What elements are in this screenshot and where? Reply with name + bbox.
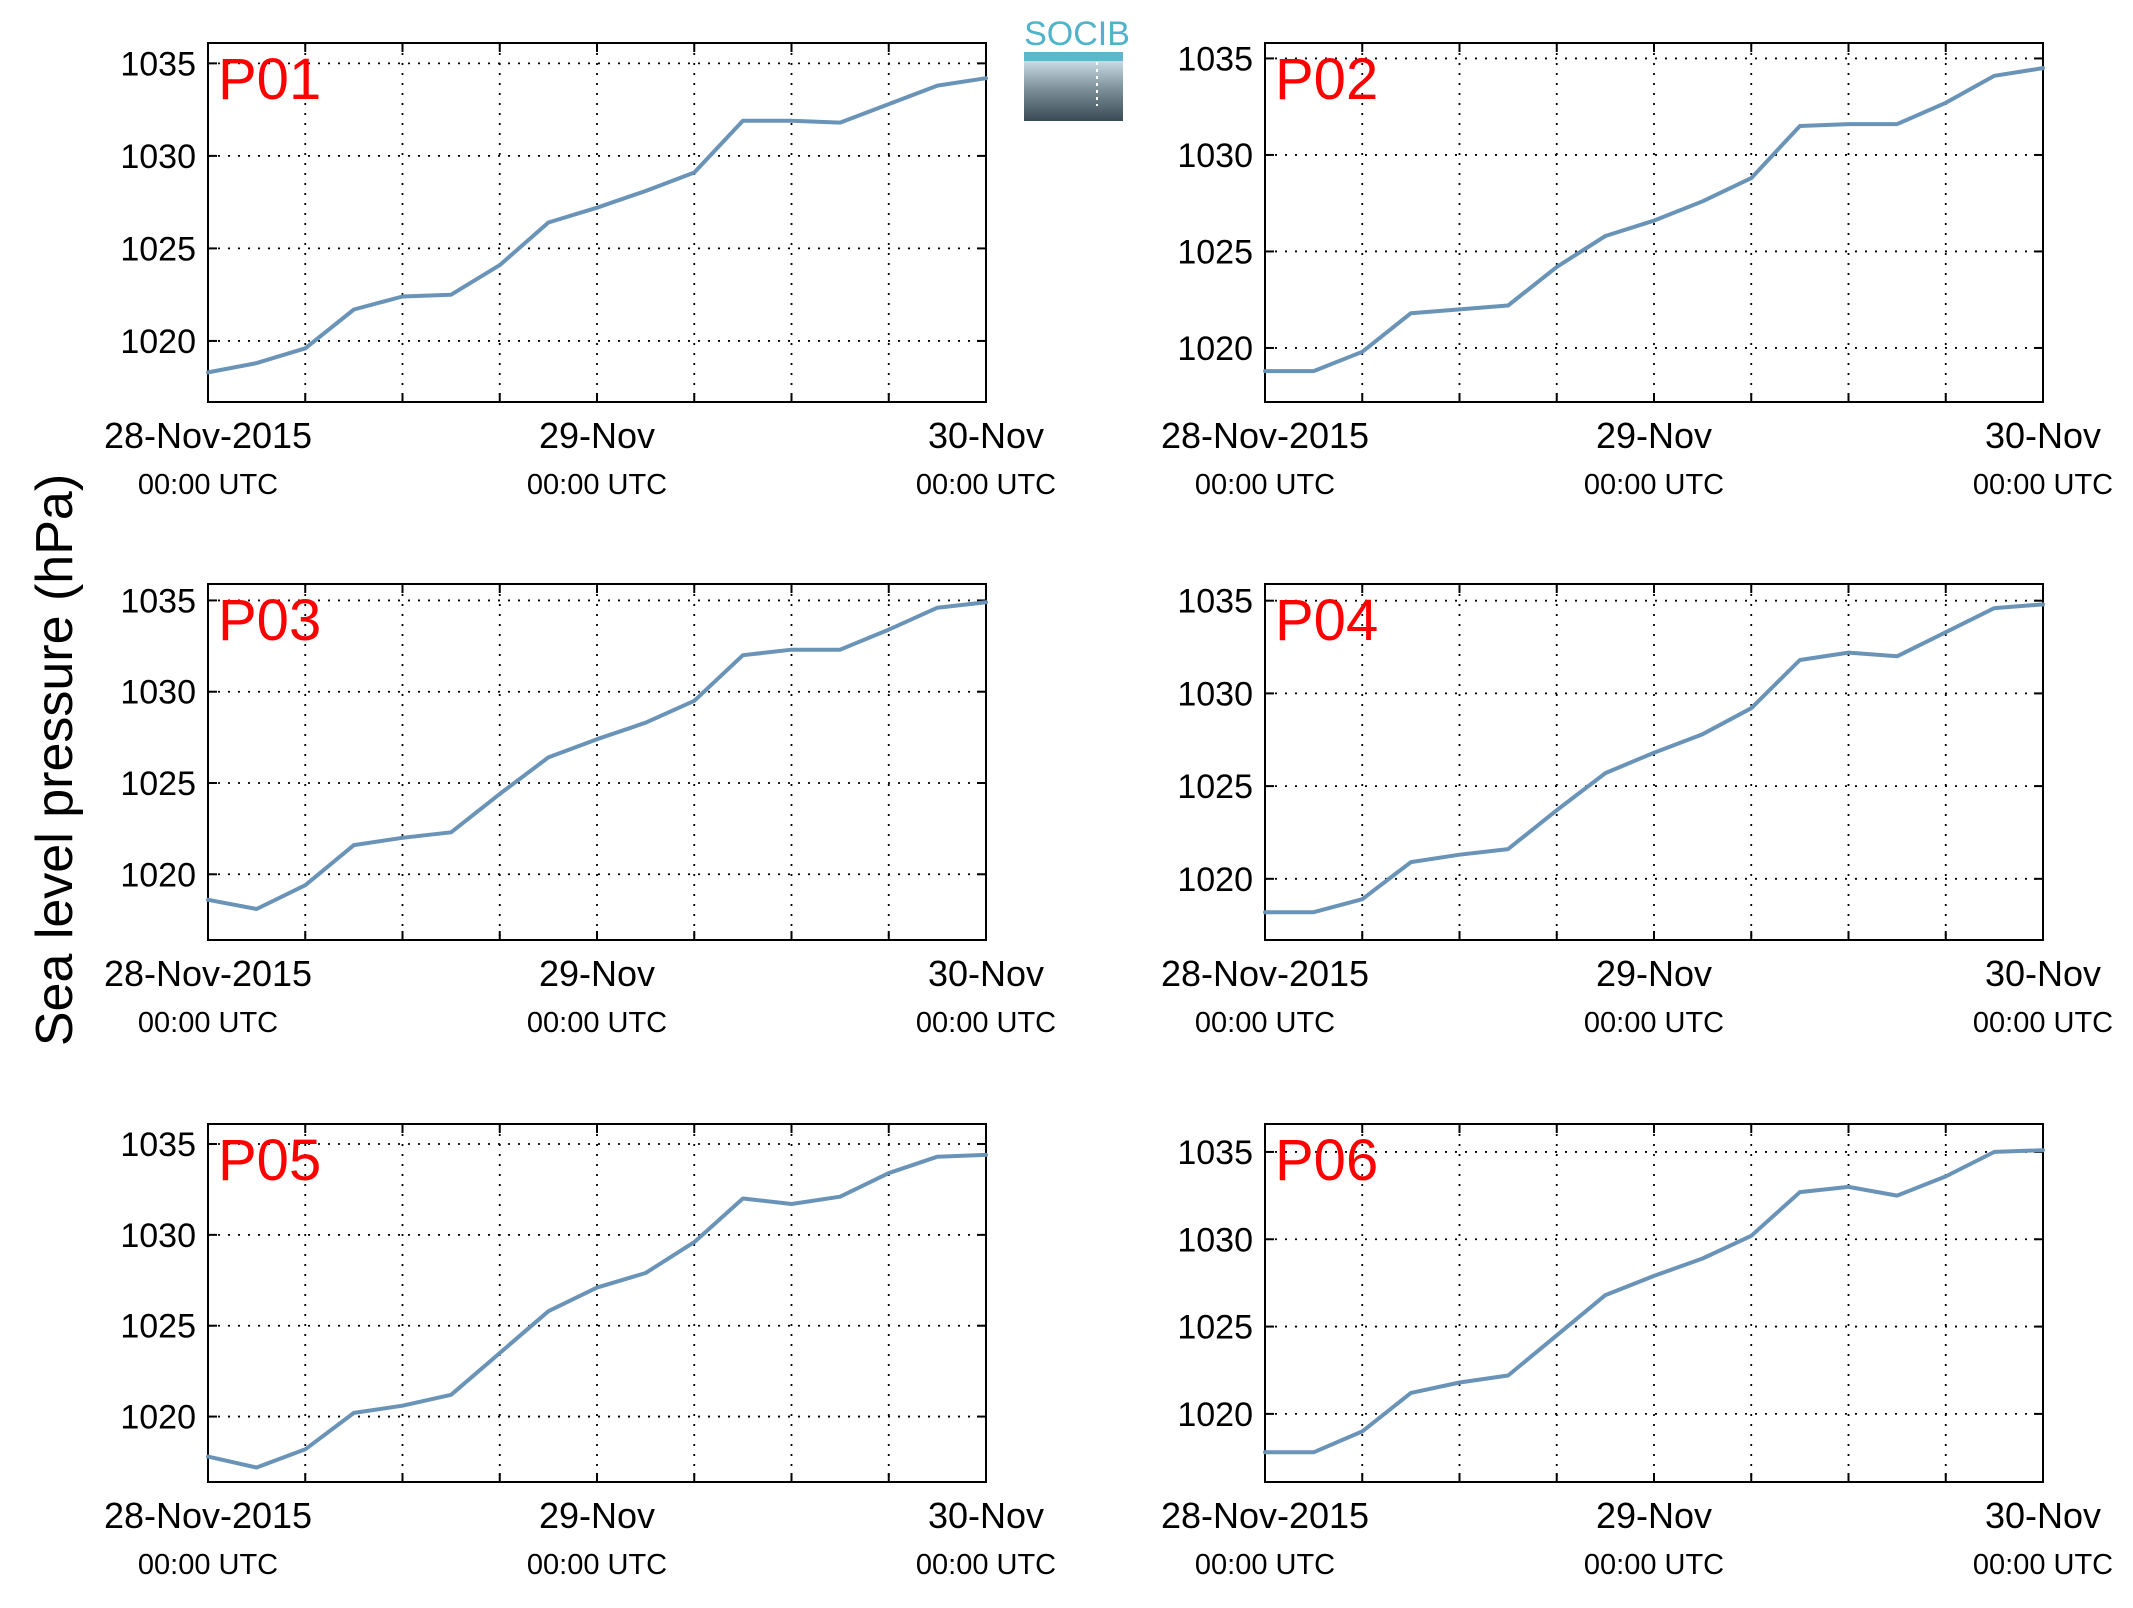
y-tick-label: 1030 [120, 1217, 196, 1255]
x-tick-label-time: 00:00 UTC [1973, 1549, 2113, 1581]
series-line [1263, 66, 2045, 374]
y-axis-label: Sea level pressure (hPa) [26, 474, 84, 1046]
socib-logo-text: SOCIB [1024, 15, 1130, 53]
y-tick-label: 1030 [120, 674, 196, 712]
x-tick-label-time: 00:00 UTC [1973, 469, 2113, 501]
series-line [206, 1152, 988, 1470]
panel-label: P06 [1275, 1128, 1378, 1193]
x-tick-label-date: 28-Nov-2015 [104, 415, 312, 456]
x-tick-label-date: 29-Nov [539, 1495, 655, 1536]
y-tick-label: 1020 [120, 323, 196, 361]
y-tick-label: 1025 [120, 1308, 196, 1346]
panel-p04: 1020 1025 1030 1035 28-Nov-2015 00:00 UTC 29-N… [1161, 583, 2113, 1039]
y-tick-label: 1030 [1177, 1221, 1253, 1259]
panel-label: P04 [1275, 588, 1378, 653]
x-tick-label-date: 29-Nov [1596, 1495, 1712, 1536]
y-tick-label: 1025 [1177, 1309, 1253, 1347]
x-tick-label-time: 00:00 UTC [1584, 1007, 1724, 1039]
x-tick-label-time: 00:00 UTC [527, 469, 667, 501]
panel-p02: 1020 1025 1030 1035 28-Nov-2015 00:00 UTC 29-N… [1161, 40, 2113, 501]
axes-frame [207, 42, 987, 403]
x-tick-label-time: 00:00 UTC [1195, 469, 1335, 501]
y-tick-label: 1035 [1177, 583, 1253, 621]
x-tick-label-date: 30-Nov [928, 1495, 1044, 1536]
x-tick-label-date: 30-Nov [928, 953, 1044, 994]
socib-logo-band [1024, 52, 1123, 61]
panel-p03: 1020 1025 1030 1035 28-Nov-2015 00:00 UTC 29-N… [104, 582, 1056, 1039]
axes-frame [207, 1123, 987, 1483]
panel-label: P03 [218, 588, 321, 653]
y-tick-label: 1020 [120, 1399, 196, 1437]
y-tick-label: 1020 [1177, 861, 1253, 899]
x-tick-label-time: 00:00 UTC [527, 1007, 667, 1039]
y-tick-label: 1020 [1177, 330, 1253, 368]
x-tick-label-date: 29-Nov [539, 415, 655, 456]
x-tick-label-date: 30-Nov [1985, 953, 2101, 994]
x-tick-label-time: 00:00 UTC [916, 1007, 1056, 1039]
x-tick-label-date: 28-Nov-2015 [104, 953, 312, 994]
x-tick-label-time: 00:00 UTC [138, 1007, 278, 1039]
y-tick-label: 1035 [120, 582, 196, 620]
panel-p05: 1020 1025 1030 1035 28-Nov-2015 00:00 UTC 29-N… [104, 1123, 1056, 1581]
series-line [206, 76, 988, 375]
series-line [1263, 602, 2045, 915]
panel-label: P02 [1275, 47, 1378, 112]
x-tick-label-time: 00:00 UTC [1973, 1007, 2113, 1039]
x-tick-label-date: 30-Nov [1985, 415, 2101, 456]
panel-label: P05 [218, 1128, 321, 1193]
x-tick-label-date: 29-Nov [1596, 415, 1712, 456]
x-tick-label-date: 28-Nov-2015 [1161, 415, 1369, 456]
y-tick-label: 1035 [1177, 40, 1253, 78]
y-tick-label: 1030 [1177, 675, 1253, 713]
x-tick-label-time: 00:00 UTC [138, 469, 278, 501]
x-tick-label-time: 00:00 UTC [527, 1549, 667, 1581]
x-tick-label-date: 28-Nov-2015 [1161, 1495, 1369, 1536]
panel-p01: 1020 1025 1030 1035 28-Nov-2015 00:00 UTC 29-N… [104, 42, 1056, 501]
socib-logo: SOCIB [1024, 15, 1130, 121]
x-tick-label-time: 00:00 UTC [916, 469, 1056, 501]
axes-frame [1264, 1123, 2044, 1483]
y-tick-label: 1025 [120, 765, 196, 803]
y-tick-label: 1025 [1177, 768, 1253, 806]
y-tick-label: 1030 [1177, 137, 1253, 175]
panel-p06: 1020 1025 1030 1035 28-Nov-2015 00:00 UTC 29-N… [1161, 1123, 2113, 1581]
x-tick-label-time: 00:00 UTC [1195, 1549, 1335, 1581]
panels: 1020 1025 1030 1035 28-Nov-2015 00:00 UTC 29-N… [104, 40, 2113, 1581]
socib-logo-body [1024, 61, 1123, 121]
x-tick-label-date: 29-Nov [1596, 953, 1712, 994]
x-tick-label-date: 28-Nov-2015 [1161, 953, 1369, 994]
x-tick-label-time: 00:00 UTC [1584, 1549, 1724, 1581]
x-tick-label-time: 00:00 UTC [1584, 469, 1724, 501]
y-tick-label: 1035 [120, 1126, 196, 1164]
x-tick-label-date: 30-Nov [928, 415, 1044, 456]
y-tick-label: 1020 [120, 856, 196, 894]
x-tick-label-time: 00:00 UTC [916, 1549, 1056, 1581]
x-tick-label-date: 30-Nov [1985, 1495, 2101, 1536]
y-tick-label: 1030 [120, 138, 196, 176]
y-tick-label: 1020 [1177, 1396, 1253, 1434]
x-tick-label-date: 28-Nov-2015 [104, 1495, 312, 1536]
panel-label: P01 [218, 47, 321, 112]
y-tick-label: 1025 [1177, 233, 1253, 271]
x-tick-label-time: 00:00 UTC [138, 1549, 278, 1581]
y-tick-label: 1035 [1177, 1134, 1253, 1172]
series-line [206, 600, 988, 911]
x-tick-label-time: 00:00 UTC [1195, 1007, 1335, 1039]
y-tick-label: 1035 [120, 45, 196, 83]
series-line [1263, 1148, 2045, 1455]
x-tick-label-date: 29-Nov [539, 953, 655, 994]
y-tick-label: 1025 [120, 230, 196, 268]
